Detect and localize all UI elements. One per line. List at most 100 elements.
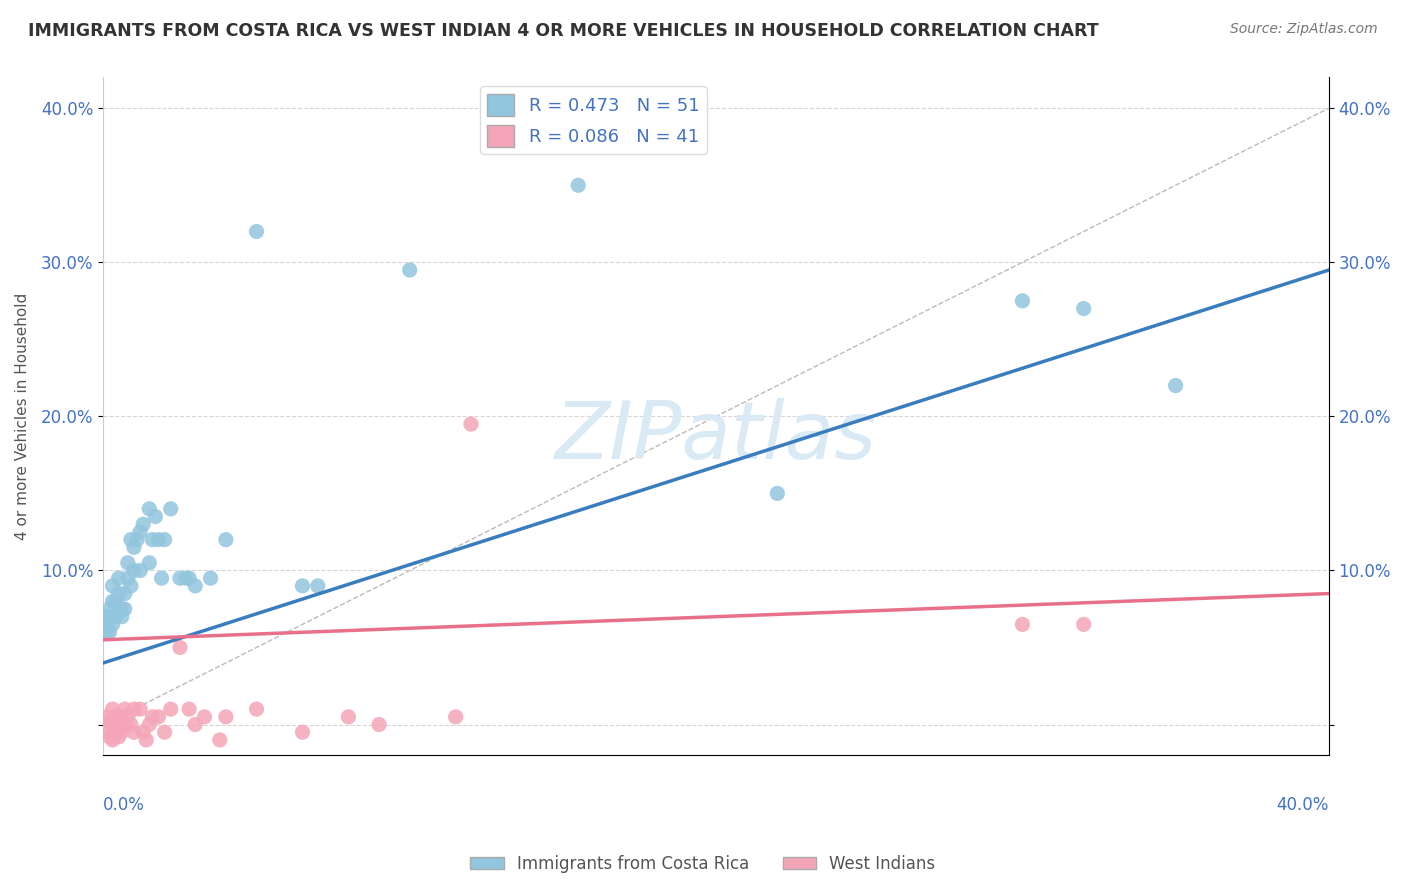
- Point: [104, 609, 127, 624]
- Point: [107, 730, 129, 744]
- Point: [98, 625, 121, 640]
- Point: [114, 717, 136, 731]
- Legend: Immigrants from Costa Rica, West Indians: Immigrants from Costa Rica, West Indians: [464, 848, 942, 880]
- Point: [159, 501, 181, 516]
- Point: [291, 725, 314, 739]
- Point: [184, 579, 207, 593]
- Point: [104, 725, 127, 739]
- Point: [291, 579, 314, 593]
- Point: [120, 717, 142, 731]
- Text: ZIPatlas: ZIPatlas: [555, 398, 877, 475]
- Point: [101, 579, 124, 593]
- Point: [153, 725, 176, 739]
- Point: [101, 617, 124, 632]
- Point: [135, 733, 157, 747]
- Point: [101, 702, 124, 716]
- Point: [193, 710, 215, 724]
- Point: [98, 602, 121, 616]
- Point: [174, 571, 197, 585]
- Point: [107, 710, 129, 724]
- Point: [215, 710, 238, 724]
- Point: [148, 710, 170, 724]
- Point: [179, 702, 201, 716]
- Point: [111, 609, 134, 624]
- Point: [567, 178, 589, 193]
- Point: [1073, 617, 1095, 632]
- Point: [96, 625, 118, 640]
- Point: [107, 586, 129, 600]
- Point: [132, 725, 155, 739]
- Point: [122, 541, 145, 555]
- Point: [107, 602, 129, 616]
- Point: [101, 594, 124, 608]
- Legend: R = 0.473   N = 51, R = 0.086   N = 41: R = 0.473 N = 51, R = 0.086 N = 41: [479, 87, 707, 154]
- Point: [111, 710, 134, 724]
- Point: [337, 710, 360, 724]
- Point: [98, 730, 121, 744]
- Y-axis label: 4 or more Vehicles in Household: 4 or more Vehicles in Household: [15, 293, 30, 540]
- Point: [129, 702, 152, 716]
- Point: [129, 564, 152, 578]
- Point: [444, 710, 467, 724]
- Point: [96, 725, 118, 739]
- Point: [138, 717, 160, 731]
- Point: [114, 602, 136, 616]
- Point: [1164, 378, 1187, 392]
- Point: [179, 571, 201, 585]
- Point: [208, 733, 231, 747]
- Text: IMMIGRANTS FROM COSTA RICA VS WEST INDIAN 4 OR MORE VEHICLES IN HOUSEHOLD CORREL: IMMIGRANTS FROM COSTA RICA VS WEST INDIA…: [28, 22, 1098, 40]
- Point: [169, 571, 191, 585]
- Point: [114, 702, 136, 716]
- Point: [122, 702, 145, 716]
- Point: [122, 564, 145, 578]
- Point: [200, 571, 222, 585]
- Point: [101, 717, 124, 731]
- Point: [1011, 617, 1033, 632]
- Point: [460, 417, 482, 431]
- Point: [122, 725, 145, 739]
- Point: [1011, 293, 1033, 308]
- Point: [245, 225, 267, 239]
- Point: [245, 702, 267, 716]
- Point: [159, 702, 181, 716]
- Point: [132, 517, 155, 532]
- Point: [398, 263, 420, 277]
- Point: [169, 640, 191, 655]
- Point: [98, 714, 121, 729]
- Point: [101, 733, 124, 747]
- Point: [150, 571, 173, 585]
- Point: [141, 710, 163, 724]
- Point: [129, 524, 152, 539]
- Point: [307, 579, 329, 593]
- Point: [120, 533, 142, 547]
- Point: [117, 710, 139, 724]
- Point: [114, 586, 136, 600]
- Point: [766, 486, 789, 500]
- Point: [111, 725, 134, 739]
- Point: [145, 509, 167, 524]
- Point: [153, 533, 176, 547]
- Point: [107, 571, 129, 585]
- Point: [215, 533, 238, 547]
- Text: 0.0%: 0.0%: [103, 796, 145, 814]
- Point: [98, 609, 121, 624]
- Point: [104, 710, 127, 724]
- Point: [117, 571, 139, 585]
- Point: [138, 501, 160, 516]
- Point: [141, 533, 163, 547]
- Text: Source: ZipAtlas.com: Source: ZipAtlas.com: [1230, 22, 1378, 37]
- Point: [111, 602, 134, 616]
- Point: [117, 556, 139, 570]
- Point: [120, 579, 142, 593]
- Point: [125, 533, 148, 547]
- Point: [96, 617, 118, 632]
- Text: 40.0%: 40.0%: [1277, 796, 1329, 814]
- Point: [104, 594, 127, 608]
- Point: [138, 556, 160, 570]
- Point: [368, 717, 391, 731]
- Point: [96, 609, 118, 624]
- Point: [96, 710, 118, 724]
- Point: [148, 533, 170, 547]
- Point: [1073, 301, 1095, 316]
- Point: [184, 717, 207, 731]
